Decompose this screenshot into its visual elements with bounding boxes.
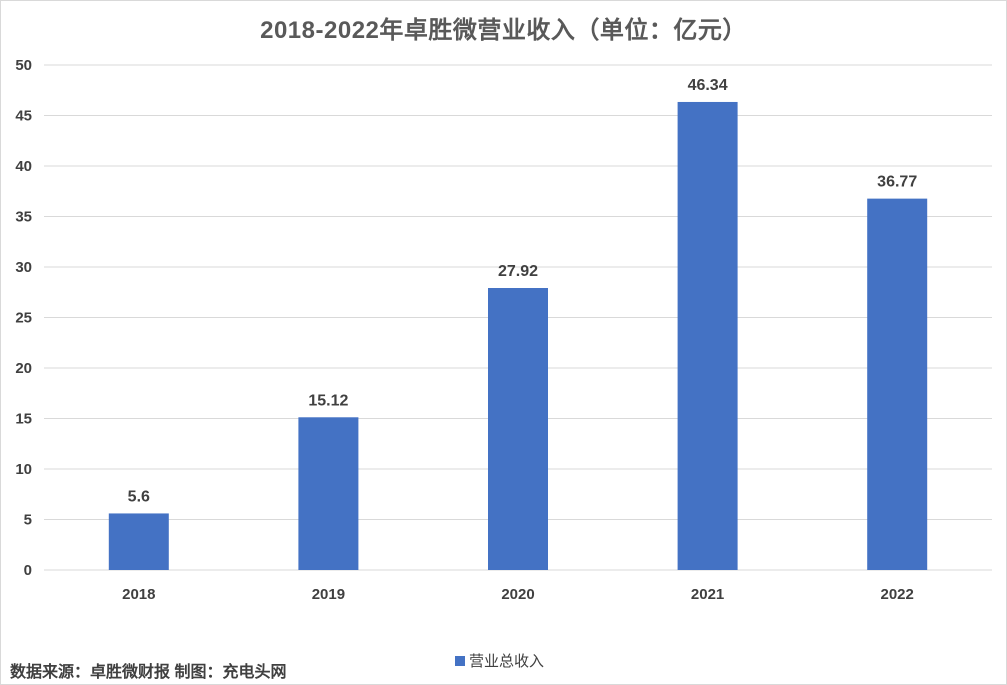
- bar: [488, 288, 548, 570]
- y-tick-label: 35: [15, 209, 32, 226]
- y-tick-label: 50: [15, 57, 32, 74]
- y-tick-label: 40: [15, 158, 32, 175]
- data-label: 15.12: [308, 392, 348, 409]
- y-tick-label: 0: [24, 562, 32, 579]
- bar: [298, 417, 359, 570]
- data-label: 27.92: [498, 263, 538, 280]
- y-tick-label: 10: [15, 461, 32, 478]
- legend-label: 营业总收入: [469, 653, 545, 670]
- x-tick-label: 2019: [312, 586, 345, 603]
- chart-title: 2018-2022年卓胜微营业收入（单位：亿元）: [260, 17, 747, 44]
- data-label: 5.6: [128, 488, 150, 505]
- legend-swatch: [455, 655, 465, 666]
- y-tick-label: 45: [15, 108, 32, 125]
- x-tick-label: 2018: [122, 586, 155, 603]
- y-tick-label: 20: [15, 360, 32, 377]
- data-label: 36.77: [877, 174, 917, 191]
- x-tick-label: 2021: [691, 586, 724, 603]
- y-tick-label: 5: [24, 512, 32, 529]
- y-tick-label: 25: [15, 310, 32, 327]
- data-label: 46.34: [688, 77, 728, 94]
- legend: 营业总收入: [455, 650, 544, 671]
- bar: [677, 101, 738, 570]
- x-tick-label: 2020: [501, 586, 534, 603]
- y-tick-label: 15: [15, 411, 32, 428]
- bar: [108, 513, 169, 570]
- y-tick-label: 30: [15, 259, 32, 276]
- bar: [867, 198, 928, 571]
- x-tick-label: 2022: [881, 586, 914, 603]
- source-note: 数据来源：卓胜微财报 制图：充电头网: [10, 664, 287, 681]
